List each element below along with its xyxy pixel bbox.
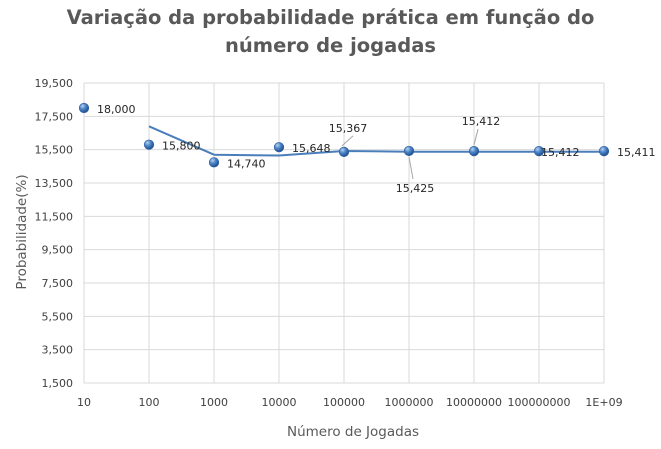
data-point [143,139,155,150]
data-label: 15,425 [396,182,435,195]
y-tick-label: 17,500 [35,110,74,123]
x-tick-label: 100000000 [508,396,571,409]
data-point [273,142,285,153]
data-label: 15,648 [292,142,331,155]
data-label: 15,800 [162,140,201,153]
y-tick-label: 19,500 [35,77,74,90]
data-point [78,102,90,114]
data-point [208,157,220,168]
x-axis-ticks: 10 100 1000 10000 100000 1000000 10000000 10000… [77,396,623,409]
x-tick-label: 10000000 [446,396,502,409]
chart-title-line-1: Variação da probabilidade prática em fun… [66,6,595,29]
leader-line [473,129,479,146]
leader-lines [341,129,479,180]
x-tick-label: 1000000 [385,396,434,409]
x-tick-label: 10000 [262,396,297,409]
y-axis-title: Probabilidade(%) [14,174,30,289]
series-line [148,125,604,157]
data-point [533,146,545,157]
y-tick-label: 13,500 [35,177,74,190]
y-tick-label: 7,500 [42,277,74,290]
x-tick-label: 100000 [323,396,365,409]
data-label: 15,367 [329,122,368,135]
data-label: 18,000 [97,103,136,116]
x-tick-label: 1000 [200,396,228,409]
data-label: 14,740 [227,157,266,170]
data-point [598,146,610,157]
series-line-group [148,125,604,157]
y-tick-label: 1,500 [42,377,74,390]
data-label: 15,411 [617,146,656,159]
data-point [338,146,350,157]
grid [83,82,605,384]
chart-title-line-2: número de jogadas [224,34,436,57]
leader-line [341,135,354,147]
y-tick-label: 9,500 [42,244,74,257]
y-tick-label: 11,500 [35,210,74,223]
x-tick-label: 10 [77,396,91,409]
y-axis-ticks: 19,500 17,500 15,500 13,500 11,500 9,500 7,500… [35,77,74,390]
data-point [403,145,415,157]
x-tick-label: 1E+09 [585,396,622,409]
leader-line [408,156,414,180]
x-axis-title: Número de Jogadas [287,424,419,440]
data-label: 15,412 [541,146,580,159]
data-labels: 18,000 15,800 14,740 15,648 15,367 15,425 15,4… [97,103,656,195]
chart-title: Variação da probabilidade prática em fun… [0,4,661,60]
data-markers [78,102,610,168]
data-point [468,146,480,157]
y-tick-label: 15,500 [35,144,74,157]
data-label: 15,412 [462,115,501,128]
y-tick-label: 3,500 [42,344,74,357]
y-tick-label: 5,500 [42,310,74,323]
x-tick-label: 100 [139,396,160,409]
